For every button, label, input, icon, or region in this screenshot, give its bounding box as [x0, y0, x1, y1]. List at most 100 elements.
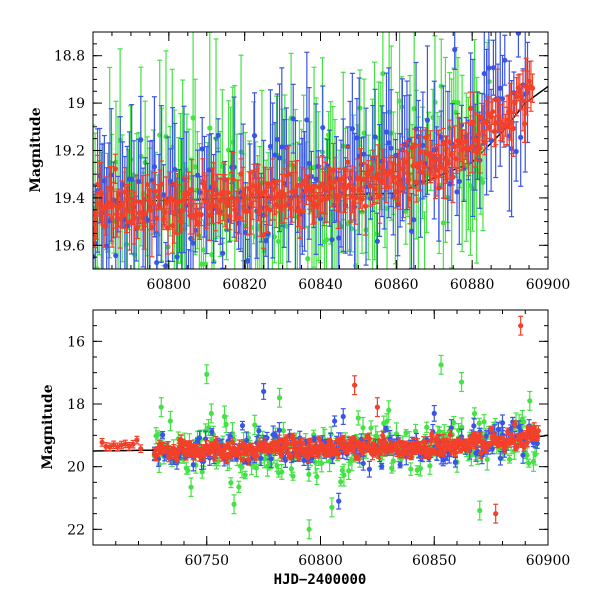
marker [158, 181, 165, 187]
marker [454, 189, 460, 195]
data-point [204, 364, 210, 385]
marker [142, 211, 149, 217]
marker [400, 185, 407, 191]
marker [205, 424, 212, 431]
marker [306, 471, 312, 478]
data-point [306, 87, 312, 240]
marker [476, 420, 482, 426]
marker [349, 126, 355, 132]
marker [112, 166, 118, 172]
data-point [242, 470, 248, 480]
marker [274, 136, 280, 142]
marker [341, 472, 347, 478]
marker [129, 176, 135, 182]
data-point [129, 104, 135, 255]
marker [485, 110, 491, 117]
marker [408, 466, 414, 472]
marker [267, 207, 273, 213]
y-tick-label: 19 [67, 96, 85, 112]
marker [360, 425, 366, 431]
data-point [154, 232, 160, 269]
marker [506, 456, 513, 462]
data-point [236, 480, 242, 494]
data-point [341, 463, 347, 487]
marker [306, 160, 312, 167]
marker [272, 152, 278, 158]
data-point [513, 121, 519, 182]
marker [133, 198, 139, 205]
marker [374, 238, 380, 244]
data-point [93, 191, 99, 240]
marker [256, 428, 262, 434]
marker [160, 432, 166, 438]
marker [361, 151, 367, 157]
y-tick-label: 19.2 [54, 144, 85, 160]
marker [363, 184, 369, 190]
marker [315, 163, 321, 169]
marker [113, 252, 119, 259]
top-plot-area [93, 32, 548, 333]
marker [198, 261, 205, 267]
data-point [418, 130, 424, 174]
data-point [386, 67, 392, 219]
marker [283, 203, 289, 209]
marker [329, 237, 335, 243]
marker [220, 250, 226, 256]
marker [145, 217, 151, 223]
marker [209, 429, 215, 435]
data-point [490, 39, 496, 96]
marker [127, 219, 133, 225]
y-tick-label: 19.4 [54, 191, 85, 207]
data-point [406, 94, 412, 186]
marker [396, 98, 403, 104]
marker [174, 254, 180, 260]
data-point [515, 32, 522, 58]
marker [455, 99, 461, 106]
data-point [185, 466, 191, 475]
marker [427, 463, 433, 469]
marker [386, 140, 392, 146]
x-tick-label: 60860 [374, 277, 419, 293]
x-tick-label: 60900 [526, 277, 571, 293]
marker [312, 459, 318, 465]
data-point [231, 494, 237, 515]
marker [260, 232, 266, 238]
data-point [199, 465, 205, 479]
marker [314, 473, 320, 480]
marker [190, 462, 196, 468]
y-tick-label: 19.6 [54, 238, 85, 254]
marker [245, 258, 251, 264]
data-point [279, 463, 285, 480]
marker [451, 420, 457, 426]
marker [223, 421, 229, 427]
marker [167, 418, 173, 424]
marker [242, 229, 249, 236]
marker [304, 117, 310, 123]
marker [355, 415, 361, 421]
data-point [355, 410, 361, 426]
marker [186, 293, 191, 298]
marker [481, 419, 487, 425]
data-point [481, 414, 487, 430]
marker [288, 466, 294, 472]
marker [367, 183, 373, 189]
marker [490, 109, 496, 115]
data-point [458, 372, 465, 393]
data-point [250, 296, 255, 333]
marker [231, 164, 237, 170]
data-point [151, 96, 158, 238]
marker [432, 99, 438, 105]
data-point [506, 455, 513, 464]
marker [484, 456, 490, 462]
x-tick-label: 60880 [450, 277, 495, 293]
marker [456, 178, 462, 184]
marker [290, 473, 296, 479]
data-point [236, 200, 243, 235]
marker [188, 235, 194, 242]
data-point [471, 407, 478, 420]
marker [127, 156, 134, 163]
data-point [338, 476, 344, 487]
data-point [452, 32, 458, 70]
